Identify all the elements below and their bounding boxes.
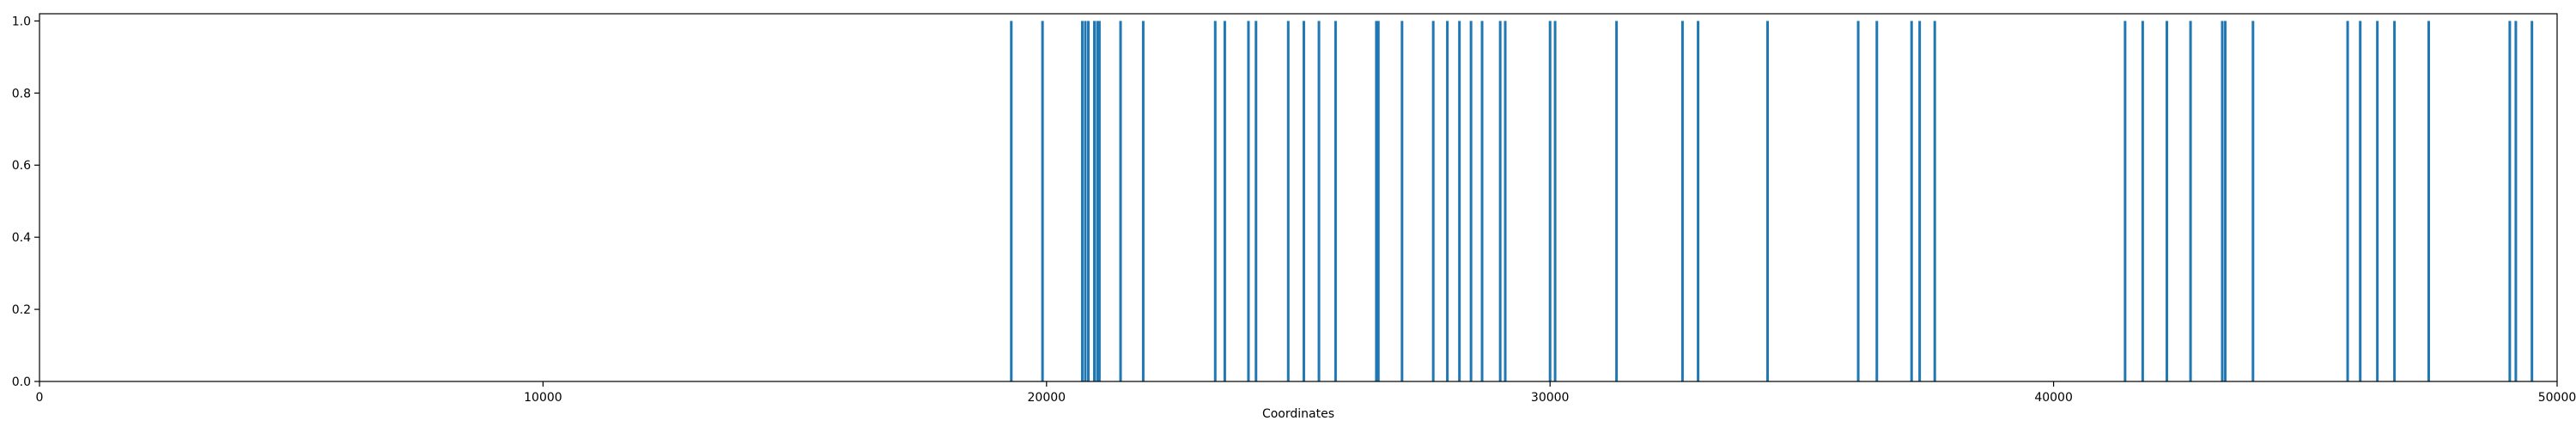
x-tick-label: 40000 bbox=[2034, 391, 2073, 405]
x-tick-label: 0 bbox=[36, 391, 44, 405]
x-axis: 0 10000 20000 30000 40000 50000 bbox=[36, 381, 2576, 405]
y-tick-label: 0.6 bbox=[12, 159, 31, 173]
y-tick-label: 0.0 bbox=[12, 375, 31, 389]
y-tick-label: 0.8 bbox=[12, 87, 31, 101]
x-axis-label: Coordinates bbox=[1262, 407, 1334, 421]
plot-area-frame bbox=[39, 13, 2558, 382]
y-tick-label: 1.0 bbox=[12, 15, 31, 28]
x-tick-label: 20000 bbox=[1028, 391, 1066, 405]
x-tick-label: 50000 bbox=[2538, 391, 2576, 405]
y-tick-label: 0.2 bbox=[12, 303, 31, 317]
x-tick-label: 30000 bbox=[1531, 391, 1570, 405]
y-tick-label: 0.4 bbox=[12, 231, 31, 245]
x-tick-label: 10000 bbox=[524, 391, 562, 405]
y-axis: 0.0 0.2 0.4 0.6 0.8 1.0 bbox=[12, 15, 39, 389]
event-lines-layer bbox=[1010, 21, 2534, 381]
